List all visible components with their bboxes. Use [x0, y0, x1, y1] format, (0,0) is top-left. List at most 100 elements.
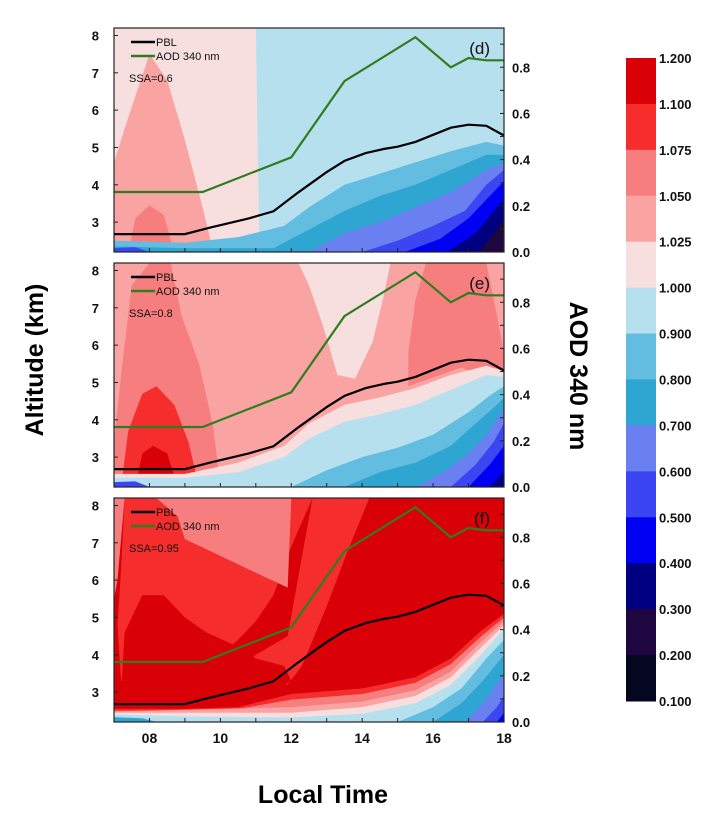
y-left-tick-label: 6 — [92, 573, 99, 588]
y-left-tick-label: 3 — [92, 215, 99, 230]
y-left-tick-label: 5 — [92, 375, 99, 390]
colorbar-swatch — [626, 425, 656, 472]
panel-e: 3 4 5 6 7 8 0.0 0.2 0.4 0.6 0.8 PBL AOD 340 nm SSA=0.… — [92, 262, 531, 495]
colorbar-label: 0.600 — [659, 464, 692, 479]
y-left-tick-label: 6 — [92, 103, 99, 118]
colorbar-label: 0.300 — [659, 602, 692, 617]
series-line-aod-340-nm — [114, 35, 504, 194]
y-left-tick-label: 3 — [92, 685, 99, 700]
panel-label: (f) — [474, 509, 490, 528]
colorbar-label: 1.100 — [659, 97, 692, 112]
y-right-tick-label: 0.4 — [512, 388, 531, 403]
y-right-tick-label: 0.8 — [512, 295, 530, 310]
y-left-tick-label: 6 — [92, 338, 99, 353]
panel-frame — [113, 497, 505, 723]
colorbar-label: 1.025 — [659, 235, 692, 250]
y-right-tick-label: 0.2 — [512, 669, 530, 684]
contour-field — [114, 498, 504, 722]
panel-label: (d) — [469, 39, 490, 58]
colorbar-swatch — [626, 195, 656, 243]
x-tick-label: 14 — [354, 730, 370, 746]
contour-band — [114, 247, 150, 252]
colorbar-swatch — [626, 241, 656, 289]
colorbar-label: 0.400 — [659, 556, 692, 571]
y-right-tick-label: 0.6 — [512, 341, 530, 356]
colorbar-label: 0.700 — [659, 418, 692, 433]
y-right-tick-label: 0.8 — [512, 530, 530, 545]
contour-band — [114, 54, 214, 252]
x-tick-label: 08 — [142, 730, 158, 746]
panels: 3 4 5 6 7 8 0.0 0.2 0.4 0.6 0.8 PBL AOD 340 nm SSA=0.… — [92, 27, 531, 746]
y-right-tick-label: 0.2 — [512, 199, 530, 214]
y-left-tick-label: 8 — [92, 28, 99, 43]
panel-frame — [113, 27, 505, 253]
legend-label: AOD 340 nm — [156, 51, 220, 63]
contour-band — [114, 717, 157, 722]
colorbar-swatch — [626, 471, 656, 518]
ssa-annotation: SSA=0.6 — [129, 73, 173, 85]
colorbar-swatch — [626, 655, 656, 702]
y-left-tick-label: 5 — [92, 140, 99, 155]
legend: PBL AOD 340 nm — [131, 272, 220, 298]
contour-band — [128, 205, 175, 252]
y-right-tick-label: 0.6 — [512, 106, 530, 121]
colorbar-label: 0.900 — [659, 327, 692, 342]
y-axis-title-left: Altitude (km) — [21, 284, 49, 437]
legend: PBL AOD 340 nm — [131, 37, 220, 63]
colorbar-label: 1.050 — [659, 189, 692, 204]
contour-band — [114, 621, 504, 722]
y-left-tick-label: 4 — [92, 178, 100, 193]
colorbar-label: 0.200 — [659, 648, 692, 663]
legend-label: AOD 340 nm — [156, 286, 220, 298]
series-line-aod-340-nm — [114, 270, 504, 429]
colorbar-swatch — [626, 609, 656, 656]
contour-band — [465, 673, 504, 722]
colorbar-swatch — [626, 333, 656, 380]
y-right-tick-label: 0.0 — [512, 480, 530, 495]
series-line-aod-340-nm — [114, 505, 504, 664]
panel-frame — [113, 262, 505, 488]
contour-band — [489, 472, 504, 487]
colorbar-label: 0.100 — [659, 694, 692, 709]
x-tick-label: 12 — [283, 730, 299, 746]
panel-d: 3 4 5 6 7 8 0.0 0.2 0.4 0.6 0.8 PBL AOD 340 nm SSA=0.… — [92, 27, 531, 260]
y-left-tick-label: 8 — [92, 498, 99, 513]
legend-label: PBL — [156, 37, 177, 49]
y-axis-title-right: AOD 340 nm — [564, 302, 592, 451]
y-left-tick-label: 5 — [92, 610, 99, 625]
contour-band — [468, 445, 504, 487]
y-left-tick-label: 4 — [92, 648, 100, 663]
legend-label: AOD 340 nm — [156, 521, 220, 533]
contour-band — [124, 498, 292, 588]
panel-label: (e) — [469, 274, 490, 293]
y-right-tick-label: 0.8 — [512, 60, 530, 75]
colorbar-swatch — [626, 58, 656, 105]
contour-band — [121, 386, 200, 487]
colorbar-label: 1.200 — [659, 51, 692, 66]
colorbar-swatch — [626, 287, 656, 335]
y-right-tick-label: 0.2 — [512, 434, 530, 449]
colorbar-label: 1.000 — [659, 281, 692, 296]
x-tick-label: 10 — [213, 730, 229, 746]
series-line-pbl — [114, 593, 504, 706]
series-line-pbl — [114, 358, 504, 471]
y-left-tick-label: 8 — [92, 263, 99, 278]
contour-band — [298, 263, 391, 379]
y-right-tick-label: 0.0 — [512, 715, 530, 730]
x-tick-label: 18 — [496, 730, 512, 746]
contour-band — [220, 498, 370, 685]
contour-band — [114, 498, 125, 599]
y-right-tick-label: 0.4 — [512, 153, 531, 168]
y-right-tick-label: 0.0 — [512, 245, 530, 260]
contour-band — [479, 218, 504, 252]
y-left-tick-label: 7 — [92, 301, 99, 316]
colorbar-swatch — [626, 563, 656, 610]
y-left-tick-label: 4 — [92, 413, 100, 428]
colorbar: 1.200 1.100 1.075 1.050 1.025 1.000 0.900 0.800… — [626, 51, 692, 709]
y-right-tick-label: 0.4 — [512, 623, 531, 638]
colorbar-swatch — [626, 379, 656, 426]
colorbar-label: 0.800 — [659, 373, 692, 388]
contour-field — [114, 28, 504, 252]
contour-band — [121, 595, 292, 693]
